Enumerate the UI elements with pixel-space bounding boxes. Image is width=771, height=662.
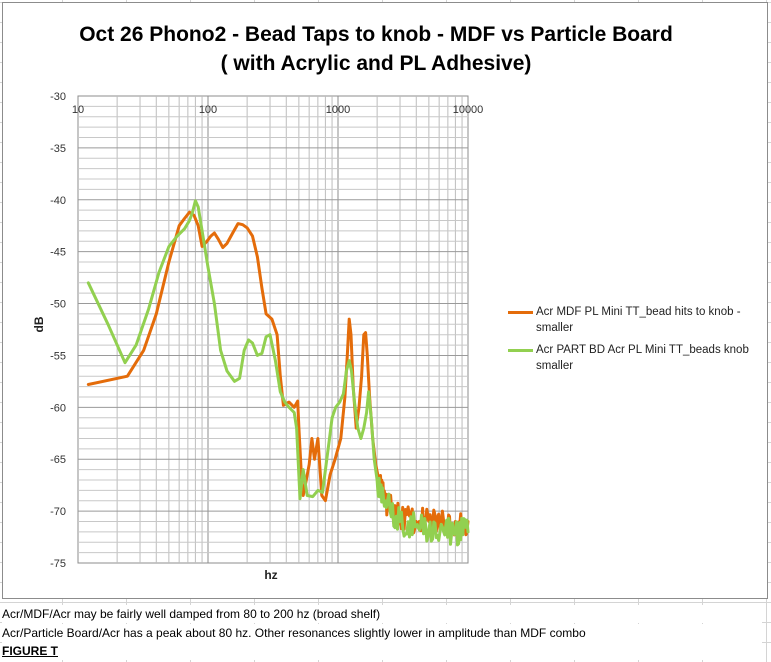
x-tick-label: 100 bbox=[199, 104, 217, 116]
note-mdf[interactable]: Acr/MDF/Acr may be fairly well damped fr… bbox=[2, 605, 762, 623]
series-layer bbox=[86, 199, 470, 547]
x-tick-label: 10 bbox=[72, 104, 84, 116]
x-tick-label: 10000 bbox=[453, 104, 484, 116]
legend-swatch-particle-board bbox=[508, 349, 533, 352]
y-tick-label: -55 bbox=[50, 350, 66, 362]
plot-grid bbox=[77, 95, 469, 564]
y-tick-label: -75 bbox=[50, 558, 66, 570]
y-tick-label: -30 bbox=[50, 91, 66, 103]
y-tick-label: -70 bbox=[50, 506, 66, 518]
chart-title: Oct 26 Phono2 - Bead Taps to knob - MDF … bbox=[79, 23, 673, 46]
plot-border bbox=[77, 95, 469, 564]
legend-item-particle-board[interactable]: Acr PART BD Acr PL Mini TT_beads knob sm… bbox=[506, 342, 761, 374]
note-particle-board[interactable]: Acr/Particle Board/Acr has a peak about … bbox=[2, 624, 762, 642]
y-axis-label: dB bbox=[32, 316, 46, 332]
figure-label[interactable]: FIGURE T bbox=[2, 642, 762, 660]
y-tick-label: -35 bbox=[50, 143, 66, 155]
y-tick-label: -45 bbox=[50, 247, 66, 259]
y-tick-label: -50 bbox=[50, 299, 66, 311]
axes: 10 100 1000 10000 -30 -35 -40 -45 -50 -55 -60 -65 -7… bbox=[50, 91, 483, 570]
legend-label-mdf: Acr MDF PL Mini TT_bead hits to knob - s… bbox=[536, 306, 741, 334]
series-line-mdf[interactable] bbox=[86, 210, 470, 537]
line-chart: 10 100 1000 10000 -30 -35 -40 -45 -50 -55 -60 -65 -7… bbox=[32, 91, 483, 582]
legend-swatch-mdf bbox=[508, 311, 533, 314]
chart-area[interactable]: Oct 26 Phono2 - Bead Taps to knob - MDF … bbox=[2, 2, 768, 599]
y-tick-label: -60 bbox=[50, 402, 66, 414]
y-tick-label: -40 bbox=[50, 195, 66, 207]
x-axis-label: hz bbox=[264, 568, 277, 582]
chart-subtitle: ( with Acrylic and PL Adhesive) bbox=[220, 52, 532, 75]
y-tick-label: -65 bbox=[50, 454, 66, 466]
series-line-particle-board[interactable] bbox=[86, 199, 470, 547]
legend-label-particle-board: Acr PART BD Acr PL Mini TT_beads knob sm… bbox=[536, 344, 749, 372]
legend[interactable]: Acr MDF PL Mini TT_bead hits to knob - s… bbox=[506, 304, 761, 380]
x-tick-label: 1000 bbox=[326, 104, 350, 116]
legend-item-mdf[interactable]: Acr MDF PL Mini TT_bead hits to knob - s… bbox=[506, 304, 761, 336]
